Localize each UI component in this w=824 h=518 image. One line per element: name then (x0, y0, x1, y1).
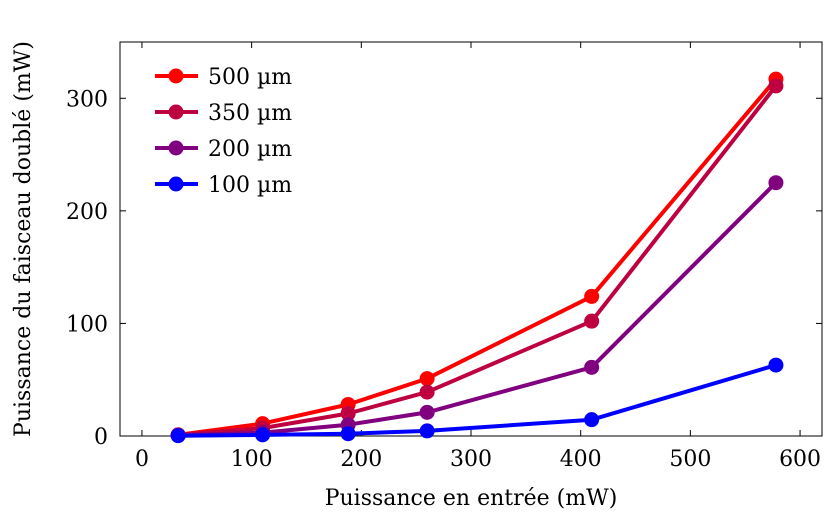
legend-item: 100 µm (155, 173, 292, 198)
data-point (584, 288, 600, 304)
series-line (177, 77, 778, 437)
data-point (768, 78, 784, 94)
x-tick-label: 100 (231, 447, 273, 472)
x-tick-label: 0 (135, 447, 149, 472)
series (170, 175, 784, 443)
legend-marker (168, 68, 184, 84)
series-line (178, 181, 778, 438)
y-tick-label: 0 (94, 425, 108, 450)
x-axis-label: Puissance en entrée (mW) (325, 486, 618, 511)
data-point (419, 423, 435, 439)
data-point (419, 384, 435, 400)
data-point (419, 371, 435, 387)
data-point (768, 357, 784, 373)
data-point (170, 428, 186, 444)
legend-marker (168, 176, 184, 192)
x-tick-label: 400 (560, 447, 602, 472)
legend-marker (168, 104, 184, 120)
legend-marker (168, 140, 184, 156)
series-line (177, 84, 778, 437)
series (170, 357, 784, 444)
data-point (584, 412, 600, 428)
data-point (340, 426, 356, 442)
legend-label: 500 µm (208, 65, 292, 90)
legend-label: 100 µm (208, 173, 292, 198)
x-tick-label: 200 (340, 447, 382, 472)
data-point (419, 404, 435, 420)
x-tick-label: 500 (669, 447, 711, 472)
y-tick-label: 200 (66, 200, 108, 225)
legend-item: 500 µm (155, 65, 292, 90)
x-tick-label: 600 (779, 447, 821, 472)
legend: 500 µm 350 µm 200 µm 100 µm (142, 58, 307, 203)
y-axis-label: Puissance du faisceau doublé (mW) (11, 41, 36, 437)
axis-ticks: 0 100 200 300 400 500 600 0 100 200 300 (66, 42, 822, 472)
series-line (178, 363, 777, 438)
legend-box (142, 58, 307, 203)
data-point (584, 313, 600, 329)
y-tick-label: 300 (66, 87, 108, 112)
series-layer (170, 71, 784, 444)
series (170, 78, 784, 443)
legend-item: 350 µm (155, 101, 292, 126)
data-point (584, 359, 600, 375)
legend-label: 350 µm (208, 101, 292, 126)
legend-item: 200 µm (155, 137, 292, 162)
data-point (255, 427, 271, 443)
data-point (340, 405, 356, 421)
x-tick-label: 300 (450, 447, 492, 472)
y-tick-label: 100 (66, 312, 108, 337)
data-point (768, 175, 784, 191)
legend-label: 200 µm (208, 137, 292, 162)
